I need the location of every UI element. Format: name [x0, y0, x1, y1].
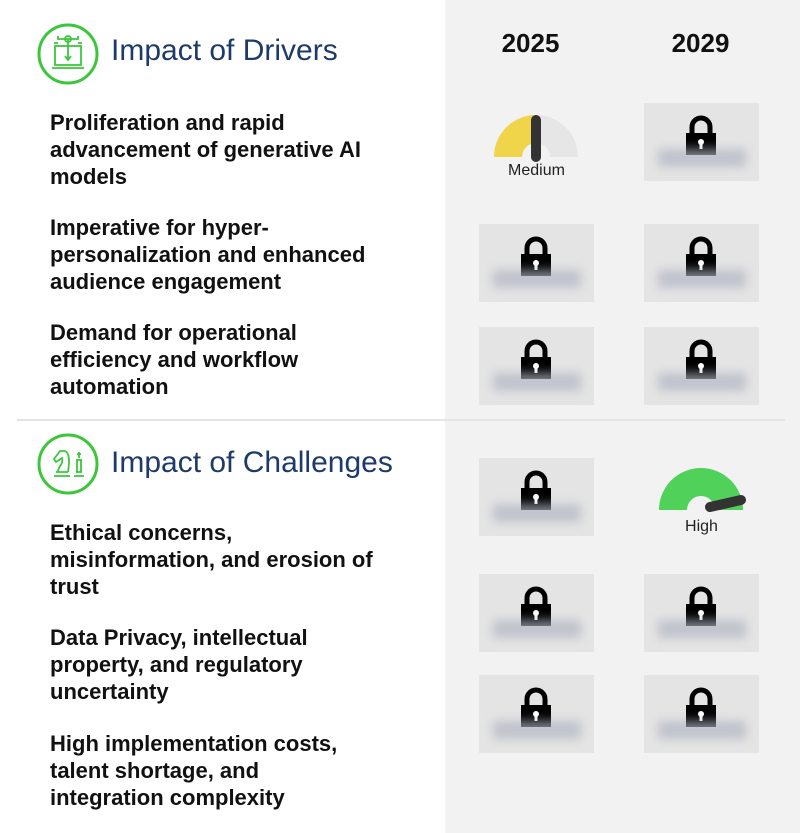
laptop-circuit-icon	[37, 23, 99, 85]
blurred-value	[493, 270, 581, 288]
year-2025-header: 2025	[501, 28, 560, 58]
blurred-value	[658, 721, 746, 739]
locked-cell[interactable]	[479, 574, 594, 652]
locked-cell[interactable]	[479, 224, 594, 302]
locked-cell[interactable]	[479, 327, 594, 405]
blurred-value	[658, 270, 746, 288]
year-2029-header: 2029	[671, 28, 730, 58]
locked-cell[interactable]	[644, 675, 759, 753]
blurred-value	[493, 620, 581, 638]
drivers-title: Impact of Drivers	[111, 34, 338, 67]
locked-cell[interactable]	[479, 675, 594, 753]
locked-cell[interactable]	[644, 327, 759, 405]
locked-cell[interactable]	[644, 574, 759, 652]
section-divider	[17, 419, 785, 421]
challenge-label: Data Privacy, intellectual property, and…	[50, 625, 308, 704]
locked-cell[interactable]	[644, 224, 759, 302]
locked-cell[interactable]	[479, 458, 594, 536]
challenge-label: High implementation costs, talent shorta…	[50, 731, 338, 810]
gauge-level-label: High	[685, 518, 718, 535]
challenges-title: Impact of Challenges	[111, 446, 393, 479]
gauge-high: High	[644, 463, 759, 543]
gauge-level-label: Medium	[508, 162, 565, 179]
challenge-label: Ethical concerns, misinformation, and er…	[50, 520, 373, 599]
locked-cell[interactable]	[644, 103, 759, 181]
chess-pieces-icon	[37, 433, 99, 495]
gauge-medium: Medium	[479, 110, 594, 190]
blurred-value	[658, 149, 746, 167]
driver-label: Proliferation and rapid advancement of g…	[50, 110, 361, 189]
blurred-value	[493, 504, 581, 522]
blurred-value	[658, 620, 746, 638]
driver-label: Demand for operational efficiency and wo…	[50, 320, 299, 399]
driver-label: Imperative for hyper-personalization and…	[50, 215, 366, 294]
blurred-value	[493, 373, 581, 391]
blurred-value	[493, 721, 581, 739]
blurred-value	[658, 373, 746, 391]
